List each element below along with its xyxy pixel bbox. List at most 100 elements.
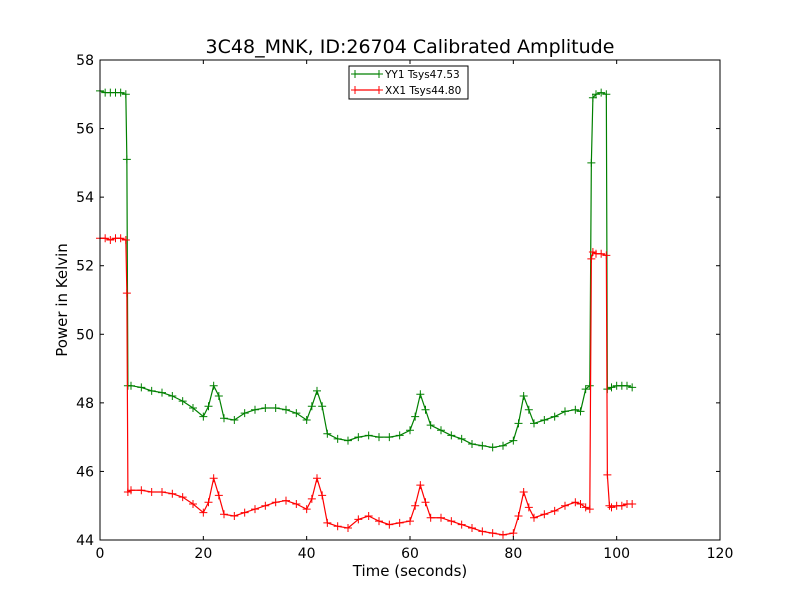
y-tick-label: 44 [76, 533, 94, 549]
x-tick-label: 20 [194, 546, 212, 562]
data-point [468, 524, 476, 532]
data-point [168, 489, 177, 498]
data-point [302, 505, 311, 514]
data-point [571, 498, 580, 507]
data-point [540, 416, 549, 424]
data-point [333, 434, 342, 443]
data-point [189, 500, 197, 508]
data-point [623, 381, 631, 390]
data-point [421, 405, 430, 414]
data-point [447, 431, 456, 440]
data-point [122, 289, 131, 298]
y-tick-label: 56 [76, 122, 94, 138]
legend-label: YY1 Tsys47.53 [384, 69, 460, 81]
data-point [199, 412, 208, 421]
data-point [292, 500, 301, 508]
x-tick-label: 100 [603, 546, 630, 562]
data-point [204, 498, 213, 507]
y-tick-label: 54 [76, 190, 94, 206]
data-point [587, 158, 596, 167]
data-point [395, 518, 404, 527]
data-point [411, 412, 420, 421]
data-point [364, 512, 373, 520]
data-point [602, 251, 611, 260]
legend-label: XX1 Tsys44.80 [385, 85, 461, 97]
data-point [178, 397, 187, 406]
y-tick-label: 50 [76, 327, 94, 343]
legend: YY1 Tsys47.53 XX1 Tsys44.80 [348, 65, 469, 100]
legend-entry: XX1 Tsys44.80 [351, 85, 461, 97]
legend-entry: YY1 Tsys47.53 [351, 69, 460, 81]
data-point [323, 429, 332, 438]
data-point [137, 383, 146, 392]
plot-area [96, 59, 721, 541]
data-point [240, 409, 249, 418]
data-point [421, 498, 430, 507]
data-point [271, 404, 280, 412]
data-point [251, 505, 259, 514]
data-point [530, 513, 538, 522]
y-tick-label: 58 [76, 53, 94, 69]
data-point [519, 392, 528, 400]
data-point [416, 390, 425, 399]
data-point [406, 517, 414, 526]
y-tick-label: 46 [76, 464, 94, 480]
x-tick-label: 120 [707, 546, 734, 562]
data-point [437, 426, 445, 435]
data-point [628, 383, 637, 392]
data-point [147, 386, 156, 395]
data-point [426, 513, 435, 522]
data-point [230, 416, 239, 424]
data-point [561, 501, 569, 510]
data-point [189, 404, 197, 412]
data-point [576, 500, 585, 508]
data-point [344, 436, 352, 445]
data-point [488, 529, 497, 538]
data-point [214, 392, 223, 400]
data-point [509, 436, 518, 445]
data-point [406, 426, 414, 435]
data-point [468, 440, 476, 448]
data-point [307, 494, 316, 503]
legend-box [348, 65, 469, 100]
data-point [457, 520, 466, 529]
data-point [602, 90, 611, 99]
data-point [509, 529, 518, 538]
data-point [457, 434, 466, 443]
series-2 [96, 234, 637, 539]
data-point [411, 501, 420, 510]
data-point [587, 254, 596, 263]
data-point [101, 234, 110, 243]
data-point [318, 491, 327, 500]
data-point [220, 510, 228, 519]
data-point [282, 496, 290, 505]
x-tick-label: 0 [96, 546, 105, 562]
data-point [385, 520, 394, 529]
data-point [571, 405, 580, 414]
data-point [313, 386, 321, 395]
data-point [550, 412, 559, 421]
data-point [395, 431, 404, 440]
data-point [354, 433, 363, 442]
data-point [240, 508, 249, 517]
data-point [514, 419, 523, 428]
data-point [585, 505, 594, 514]
data-point [106, 236, 115, 244]
data-point [524, 503, 533, 512]
data-point [158, 388, 166, 397]
data-point [199, 508, 208, 517]
data-point [514, 512, 523, 520]
data-point [605, 501, 614, 510]
data-point [499, 441, 507, 450]
legend-marker [375, 70, 383, 78]
data-point [116, 234, 125, 243]
data-point [478, 441, 487, 450]
data-point [585, 381, 594, 390]
data-point [137, 486, 146, 495]
plot-background [100, 60, 720, 540]
chart-title: 3C48_MNK, ID:26704 Calibrated Amplitude [206, 36, 615, 58]
x-tick-label: 80 [504, 546, 522, 562]
data-point [302, 416, 311, 424]
y-tick-label: 52 [76, 259, 94, 275]
data-point [127, 486, 135, 495]
